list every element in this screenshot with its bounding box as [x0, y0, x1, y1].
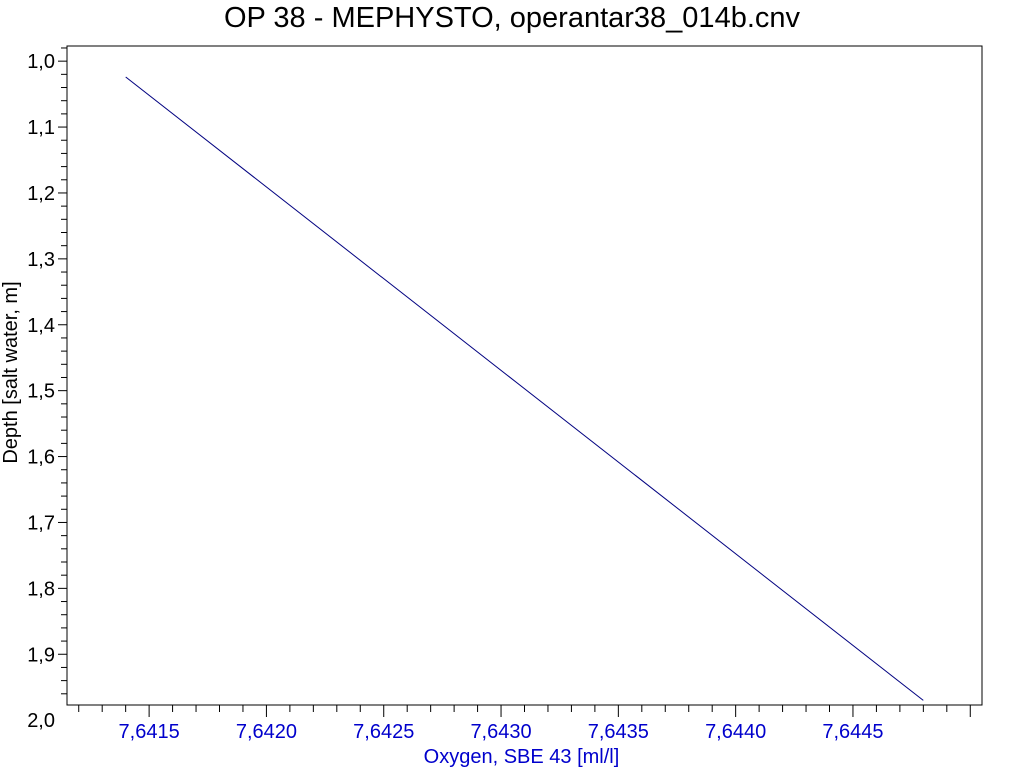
x-axis-label: Oxygen, SBE 43 [ml/l] [424, 746, 620, 768]
y-tick-label: 1,5 [27, 381, 55, 403]
y-tick-label: 1,4 [27, 315, 55, 337]
y-tick-label: 1,9 [27, 644, 55, 666]
y-tick-label: 2,0 [27, 710, 55, 732]
plot-frame [66, 45, 983, 706]
x-tick-label: 7,6425 [353, 721, 414, 743]
y-tick-label: 1,6 [27, 447, 55, 469]
x-tick-label: 7,6435 [588, 721, 649, 743]
y-tick-label: 1,1 [27, 117, 55, 139]
x-tick-label: 7,6415 [119, 721, 180, 743]
y-axis-label: Depth [salt water, m] [0, 281, 22, 463]
y-tick-label: 1,7 [27, 512, 55, 534]
chart-title: OP 38 - MEPHYSTO, operantar38_014b.cnv [223, 2, 801, 34]
x-tick-label: 7,6430 [470, 721, 531, 743]
y-tick-label: 1,3 [27, 249, 55, 271]
x-tick-label: 7,6445 [822, 721, 883, 743]
data-series-line [125, 76, 924, 701]
y-tick-label: 1,8 [27, 578, 55, 600]
x-tick-label: 7,6420 [236, 721, 297, 743]
x-tick-label: 7,6440 [705, 721, 766, 743]
y-tick-label: 1,2 [27, 183, 55, 205]
y-tick-label: 1,0 [27, 51, 55, 73]
